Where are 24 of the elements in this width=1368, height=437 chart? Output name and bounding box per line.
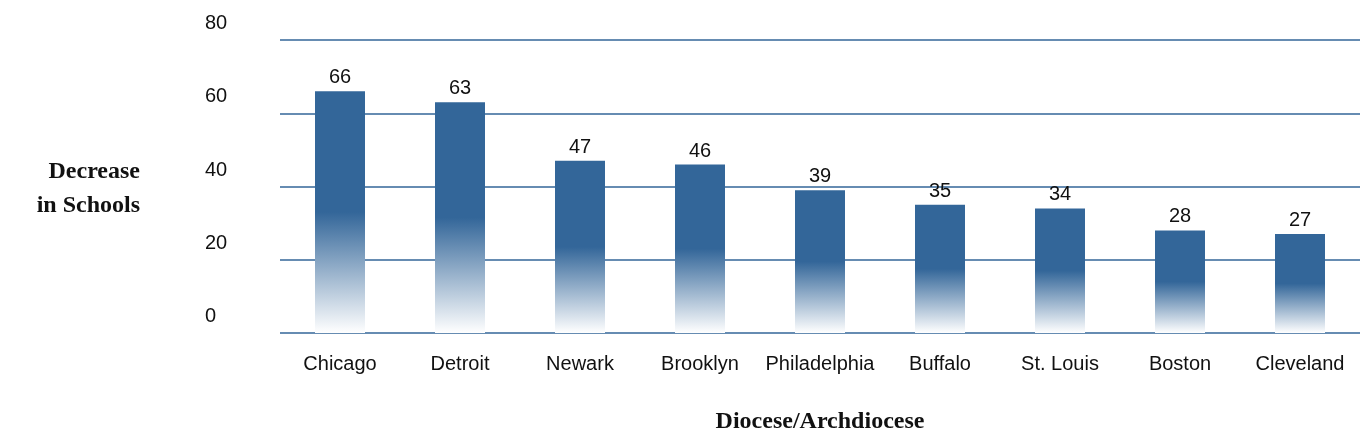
y-tick-label: 0: [205, 304, 217, 326]
x-tick-label: Philadelphia: [765, 352, 876, 374]
data-label: 34: [1048, 182, 1072, 205]
x-axis-title: Diocese/Archdiocese: [715, 407, 925, 433]
x-tick-label: Boston: [1148, 352, 1212, 374]
x-tick-label: Detroit: [430, 352, 490, 374]
data-label: 47: [568, 134, 592, 157]
x-tick-label: Buffalo: [909, 352, 971, 374]
y-tick-label: 40: [205, 157, 228, 180]
data-label: 63: [448, 76, 472, 99]
x-tick-label: Cleveland: [1255, 352, 1345, 374]
x-tick-label: St. Louis: [1021, 352, 1099, 374]
data-label: 66: [328, 65, 352, 88]
x-tick-label: Brooklyn: [661, 352, 739, 374]
y-tick-label: 20: [205, 230, 228, 253]
data-label: 39: [808, 164, 832, 187]
data-label: 28: [1168, 204, 1192, 227]
x-tick-label: Chicago: [303, 352, 377, 374]
data-label: 46: [688, 138, 712, 161]
y-tick-label: 60: [205, 84, 228, 107]
data-label: 27: [1288, 208, 1312, 231]
y-tick-label: 80: [205, 11, 228, 33]
y-axis-title: Decrease in Schools: [36, 156, 141, 217]
x-tick-label: Newark: [546, 352, 615, 374]
